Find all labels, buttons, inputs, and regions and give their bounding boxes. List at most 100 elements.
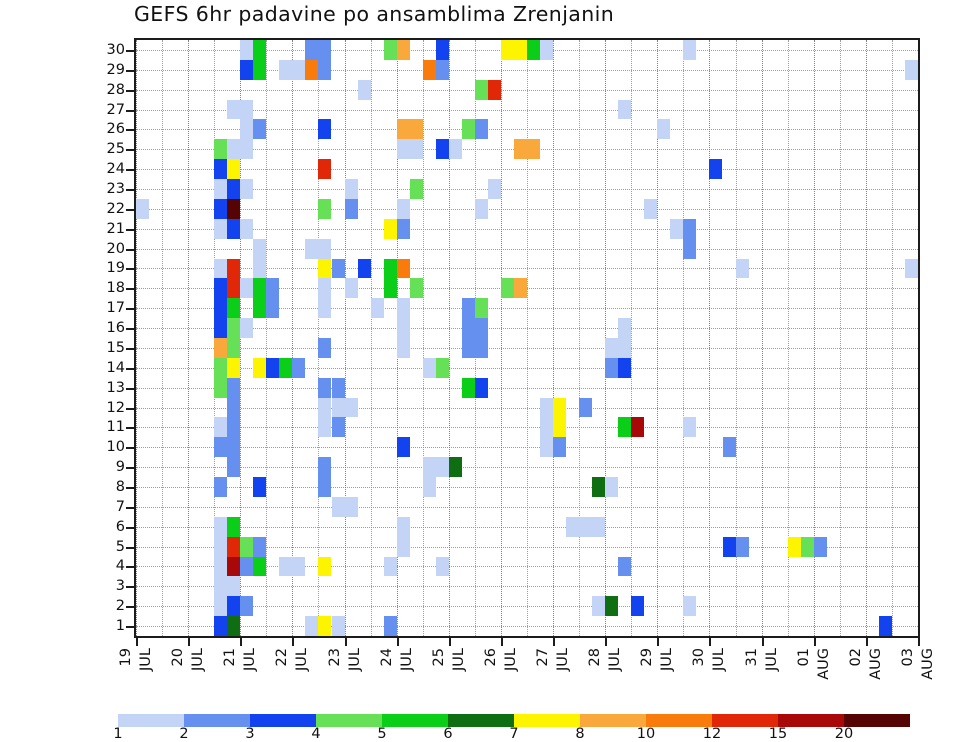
heatmap-cell — [644, 198, 658, 219]
colorbar-tick-label: 1 — [113, 726, 123, 742]
x-axis-month-label: JUL — [659, 648, 676, 671]
x-axis-day-label: 01 — [795, 648, 812, 667]
colorbar-swatch — [778, 714, 844, 727]
heatmap-cell — [253, 298, 267, 319]
heatmap-cell — [527, 139, 541, 160]
heatmap-cell — [605, 477, 619, 497]
heatmap-cell — [422, 457, 436, 478]
x-axis-day-label: 30 — [691, 648, 708, 667]
colorbar-tick-label: 7 — [509, 726, 519, 742]
heatmap-cell — [618, 357, 632, 378]
heatmap-cell — [553, 417, 567, 438]
heatmap-cell — [422, 357, 436, 378]
heatmap-canvas — [136, 40, 918, 636]
heatmap-cell — [435, 59, 449, 80]
x-axis-day-label: 21 — [222, 648, 239, 667]
heatmap-cell — [487, 79, 501, 100]
heatmap-cell — [214, 139, 228, 160]
colorbar-tick-label: 12 — [702, 726, 722, 742]
heatmap-cell — [227, 417, 241, 438]
x-axis-day-label: 19 — [118, 648, 134, 667]
y-axis-tick-label: 24 — [106, 161, 125, 178]
heatmap-cell — [253, 238, 267, 259]
heatmap-cell — [435, 556, 449, 577]
x-axis-tick-mark — [344, 638, 347, 646]
heatmap-cell — [396, 318, 410, 338]
heatmap-cell — [618, 99, 632, 120]
colorbar-swatch — [712, 714, 778, 727]
heatmap-cell — [227, 516, 241, 537]
heatmap-cell — [266, 278, 280, 299]
heatmap-cell — [318, 238, 332, 259]
y-axis-tick-mark — [126, 69, 134, 72]
gridline-vertical — [553, 40, 555, 636]
x-axis-tick-mark — [657, 638, 660, 646]
y-axis-tick-mark — [126, 347, 134, 350]
heatmap-cell — [214, 377, 228, 398]
x-axis-tick-mark — [500, 638, 503, 646]
x-axis-month-label: JUL — [763, 648, 780, 671]
y-axis-tick-label: 17 — [106, 300, 125, 317]
heatmap-cell — [461, 318, 475, 338]
x-axis: JUL 19 JUL 20 JUL 21 JUL 22 JUL 23 JUL 24 JUL 25 JUL 26… — [118, 638, 936, 706]
heatmap-cell — [422, 59, 436, 80]
y-axis-tick-label: 25 — [106, 141, 125, 158]
heatmap-cell — [214, 298, 228, 319]
y-axis-tick-mark — [126, 169, 134, 172]
heatmap-cell — [227, 218, 241, 239]
heatmap-cell — [513, 40, 527, 60]
heatmap-cell — [500, 278, 514, 299]
heatmap-cell — [592, 516, 606, 537]
colorbar-tick-label: 8 — [575, 726, 585, 742]
x-axis-month-label: JUL — [190, 648, 207, 671]
heatmap-cell — [318, 278, 332, 299]
page-title: GEFS 6hr padavine po ansamblima Zrenjani… — [134, 2, 615, 26]
y-axis: 30 29 28 27 26 25 24 23 22 21 20 19 18 17 16 15 14 13 12 11… — [96, 38, 134, 638]
heatmap-cell — [396, 139, 410, 160]
y-axis-tick-label: 11 — [106, 419, 125, 436]
heatmap-cell — [214, 576, 228, 597]
colorbar — [118, 714, 910, 727]
heatmap-cell — [474, 318, 488, 338]
heatmap-cell — [253, 556, 267, 577]
gridline-vertical — [891, 40, 893, 636]
x-axis-month-label: JUL — [711, 648, 728, 671]
heatmap-cell — [318, 258, 332, 279]
heatmap-cell — [240, 179, 254, 199]
heatmap-cell — [540, 417, 554, 438]
heatmap-cell — [540, 437, 554, 458]
x-axis-month-label: JUL — [398, 648, 415, 671]
heatmap-cell — [357, 79, 371, 100]
y-axis-tick-label: 23 — [106, 181, 125, 197]
heatmap-cell — [253, 59, 267, 80]
y-axis-tick-label: 28 — [106, 81, 125, 98]
heatmap-cell — [605, 596, 619, 617]
heatmap-cell — [474, 338, 488, 358]
colorbar-swatch — [844, 714, 910, 727]
heatmap-cell — [618, 318, 632, 338]
x-axis-tick-mark — [240, 638, 243, 646]
gridline-vertical — [839, 40, 841, 636]
y-axis-tick-mark — [126, 487, 134, 489]
heatmap-cell — [409, 278, 423, 299]
heatmap-cell — [409, 119, 423, 140]
heatmap-cell — [214, 357, 228, 378]
heatmap-cell — [214, 258, 228, 279]
y-axis-tick-label: 27 — [106, 101, 125, 118]
heatmap-cell — [227, 139, 241, 160]
gridline-vertical — [370, 40, 372, 636]
heatmap-cell — [227, 198, 241, 219]
x-axis-tick-mark — [292, 638, 295, 646]
heatmap-cell — [227, 377, 241, 398]
heatmap-cell — [318, 377, 332, 398]
y-axis-tick-mark — [126, 109, 134, 112]
heatmap-cell — [318, 119, 332, 140]
heatmap-cell — [474, 119, 488, 140]
heatmap-cell — [214, 218, 228, 239]
heatmap-cell — [813, 536, 827, 557]
y-axis-tick-label: 22 — [106, 200, 125, 217]
heatmap-cell — [240, 139, 254, 160]
heatmap-cell — [227, 576, 241, 597]
heatmap-cell — [474, 79, 488, 100]
y-axis-tick-label: 9 — [115, 459, 125, 476]
